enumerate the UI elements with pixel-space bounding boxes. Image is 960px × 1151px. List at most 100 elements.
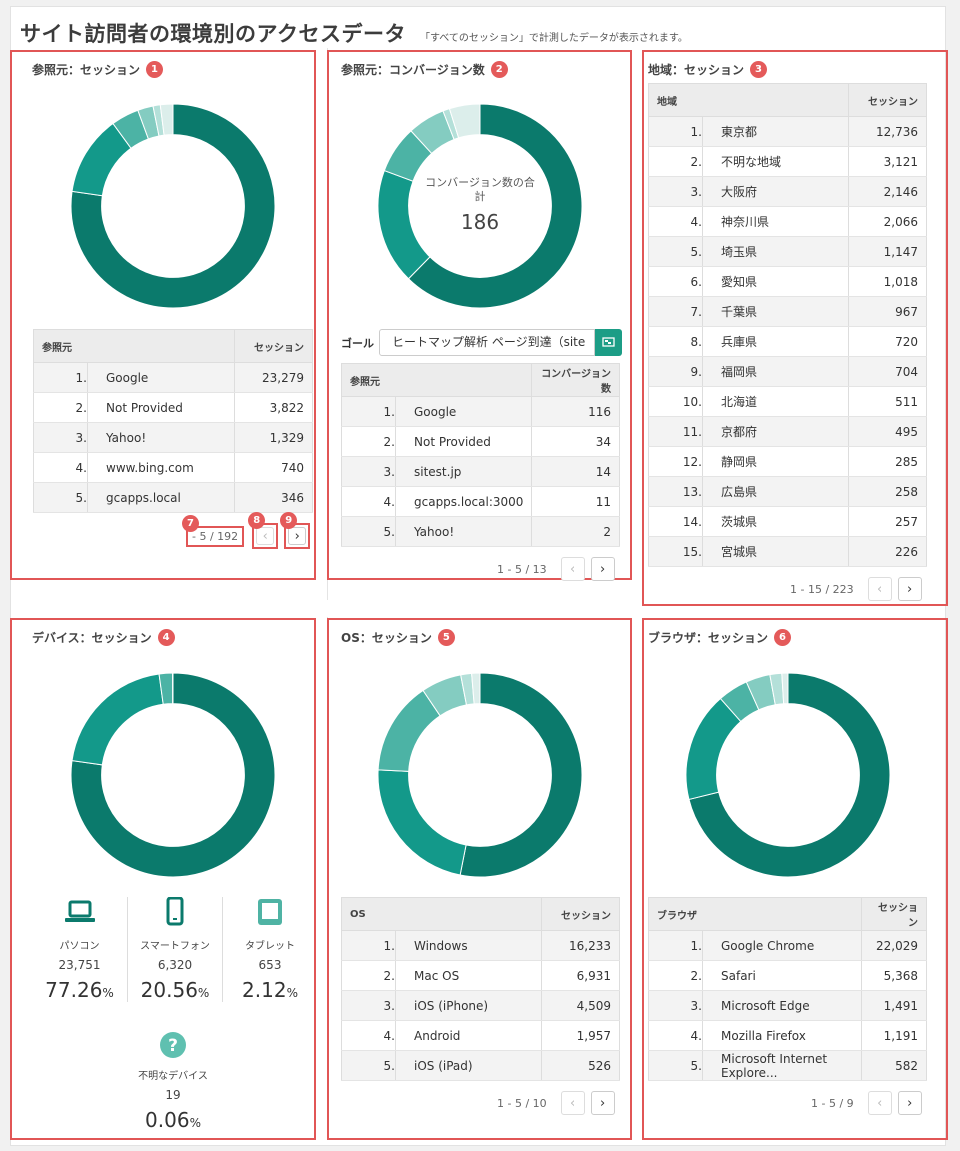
- table-row: 12. 静岡県 285: [648, 446, 927, 477]
- donut-slice-other[interactable]: [448, 103, 481, 139]
- browser-donut-chart: [685, 672, 891, 878]
- region-table: 地域 セッション 1. 東京都 12,736 2. 不明な地域 3,121 3. 大阪府 2,146…: [648, 83, 927, 567]
- badge-9: 9: [280, 512, 298, 529]
- row-value: 22,029: [861, 930, 927, 961]
- row-rank: 11.: [648, 416, 703, 447]
- next-page-button[interactable]: ›: [288, 527, 307, 545]
- percent-unit: %: [102, 986, 114, 1000]
- badge-4: 4: [157, 629, 175, 646]
- row-value: 285: [847, 446, 927, 477]
- prev-page-button[interactable]: ‹: [560, 1091, 585, 1115]
- prev-page-marked: 8 ‹: [248, 512, 279, 549]
- row-rank: 4.: [341, 486, 396, 517]
- table-row: 5. 埼玉県 1,147: [648, 236, 927, 267]
- goal-label: ゴール: [341, 336, 374, 350]
- table-row: 5. iOS (iPad) 526: [341, 1050, 620, 1081]
- table-row: 11. 京都府 495: [648, 416, 927, 447]
- row-rank: 5.: [648, 236, 703, 267]
- device-percent-value: 77.26: [45, 978, 103, 1002]
- device-percent-value: 20.56: [140, 978, 198, 1002]
- row-rank: 2.: [648, 960, 703, 991]
- table-row: 3. 大阪府 2,146: [648, 176, 927, 207]
- donut-slice-Mac OS[interactable]: [377, 769, 467, 876]
- referrer-title-text: 参照元：セッション: [32, 63, 141, 77]
- conversion-total-value: 186: [460, 210, 500, 234]
- donut-slice-other[interactable]: [781, 672, 789, 705]
- row-value: 12,736: [847, 116, 927, 147]
- row-value: 704: [847, 356, 927, 387]
- donut-slice-Google[interactable]: [70, 103, 276, 309]
- table-row: 10. 北海道 511: [648, 386, 927, 417]
- table-row: 9. 福岡県 704: [648, 356, 927, 387]
- row-value: 1,147: [847, 236, 927, 267]
- prev-page-button[interactable]: ‹: [867, 577, 892, 601]
- row-name: 静岡県: [702, 446, 849, 477]
- column-header-name: OS: [341, 897, 542, 931]
- table-row: 4. Mozilla Firefox 1,191: [648, 1020, 927, 1051]
- donut-slice-other[interactable]: [159, 103, 174, 136]
- table-header-row: 地域 セッション: [648, 83, 927, 117]
- referrer-table: 参照元 セッション 1. Google 23,279 2. Not Provided 3,82…: [33, 329, 313, 513]
- row-rank: 1.: [341, 396, 396, 427]
- table-row: 4. gcapps.local:3000 11: [341, 486, 620, 517]
- row-rank: 8.: [648, 326, 703, 357]
- prev-page-button[interactable]: ‹: [256, 527, 275, 545]
- row-rank: 9.: [648, 356, 703, 387]
- table-row: 1. Google 23,279: [33, 362, 313, 393]
- donut-slice-other[interactable]: [471, 672, 481, 705]
- device-item-pc: パソコン 23,751 77.26%: [32, 897, 127, 1002]
- smartphone-icon: [166, 896, 184, 926]
- row-name: Windows: [395, 930, 542, 961]
- next-page-button[interactable]: ›: [897, 1091, 922, 1115]
- row-value: 258: [847, 476, 927, 507]
- row-value: 1,957: [540, 1020, 620, 1051]
- column-header-value: セッション: [233, 329, 313, 363]
- browser-title-text: ブラウザ：セッション: [648, 631, 769, 645]
- next-page-button[interactable]: ›: [590, 557, 615, 581]
- column-header-name: ブラウザ: [648, 897, 862, 931]
- row-rank: 5.: [341, 516, 396, 547]
- goal-select[interactable]: ヒートマップ解析 ページ到達（site: [379, 329, 595, 356]
- row-rank: 2.: [33, 392, 88, 423]
- table-row: 2. Mac OS 6,931: [341, 960, 620, 991]
- donut-slice-Safari[interactable]: [685, 697, 742, 801]
- donut-slice-Google Chrome[interactable]: [688, 672, 891, 878]
- donut-slice-スマートフォン[interactable]: [71, 673, 164, 766]
- row-value: 3,822: [233, 392, 313, 423]
- donut-slice-Google[interactable]: [407, 103, 583, 309]
- device-item-tablet: タブレット 653 2.12%: [222, 897, 317, 1002]
- device-breakdown: パソコン 23,751 77.26% スマートフォン 6,320 20.56% …: [32, 896, 317, 1002]
- page-header: サイト訪問者の環境別のアクセスデータ 「すべてのセッション」で計測したデータが表…: [20, 18, 688, 48]
- table-row: 7. 千葉県 967: [648, 296, 927, 327]
- next-page-button[interactable]: ›: [590, 1091, 615, 1115]
- browser-panel: [642, 618, 948, 1140]
- row-value: 5,368: [861, 960, 927, 991]
- table-row: 6. 愛知県 1,018: [648, 266, 927, 297]
- prev-page-button[interactable]: ‹: [560, 557, 585, 581]
- region-title-text: 地域：セッション: [648, 63, 745, 77]
- row-rank: 15.: [648, 536, 703, 567]
- row-rank: 13.: [648, 476, 703, 507]
- region-panel: [642, 50, 948, 606]
- device-item-smartphone: スマートフォン 6,320 20.56%: [127, 896, 222, 1002]
- donut-slice-パソコン[interactable]: [70, 672, 276, 878]
- region-pager: 1 - 15 / 223 ‹ ›: [790, 577, 922, 601]
- browser-table: ブラウザ セッション 1. Google Chrome 22,029 2. Safari 5,…: [648, 897, 927, 1081]
- row-rank: 12.: [648, 446, 703, 477]
- prev-page-button[interactable]: ‹: [867, 1091, 892, 1115]
- goal-flag-button[interactable]: [595, 329, 622, 356]
- pager-range: - 5 / 192: [192, 529, 239, 543]
- row-rank: 4.: [648, 1020, 703, 1051]
- row-name: 福岡県: [702, 356, 849, 387]
- device-percent: 77.26%: [32, 978, 127, 1002]
- row-name: sitest.jp: [394, 456, 532, 487]
- next-page-button[interactable]: ›: [897, 577, 922, 601]
- row-name: Microsoft Edge: [701, 990, 862, 1021]
- donut-slice-Windows[interactable]: [459, 672, 583, 878]
- device-label: タブレット: [245, 941, 295, 952]
- row-value: 1,491: [861, 990, 927, 1021]
- table-row: 14. 茨城県 257: [648, 506, 927, 537]
- row-rank: 5.: [648, 1050, 703, 1081]
- conversion-pager: 1 - 5 / 13 ‹ ›: [497, 557, 615, 581]
- row-name: Google: [394, 396, 532, 427]
